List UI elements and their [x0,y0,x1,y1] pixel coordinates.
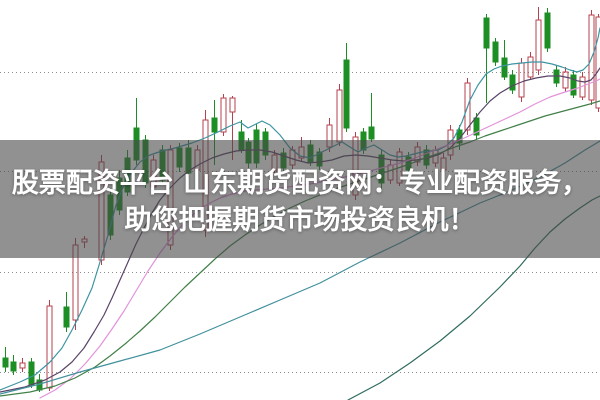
candle-body [473,117,480,136]
candle-body [336,89,343,143]
candle-body [368,126,375,140]
candle-body [595,16,600,109]
candle-body [509,74,516,91]
candle-body [535,19,542,71]
candle-body [10,361,17,372]
candle-body [28,361,35,386]
caption-line-1: 股票配资平台 山东期货配资网：专业配资服务， [11,168,589,199]
candle-body [483,17,490,49]
candle-body [492,41,499,63]
candle-body [63,306,70,328]
candle-body [343,59,350,129]
candle-body [2,357,9,368]
candle-body [562,71,569,89]
candle-body [501,57,508,78]
candle-body [544,12,551,49]
candle-body [464,82,471,131]
candle-body [229,97,236,113]
candle-body [19,362,26,369]
candle-body [518,62,525,98]
candle-body [46,305,53,389]
candle-body [211,117,218,133]
candle-body [588,14,595,101]
candle-body [527,56,534,78]
caption-line-2: 助您把握期货市场投资良机！ [124,205,476,236]
candle-body [220,97,227,133]
candle-body [570,74,577,96]
caption-overlay-band: 股票配资平台 山东期货配资网：专业配资服务， 助您把握期货市场投资良机！ [0,140,600,258]
